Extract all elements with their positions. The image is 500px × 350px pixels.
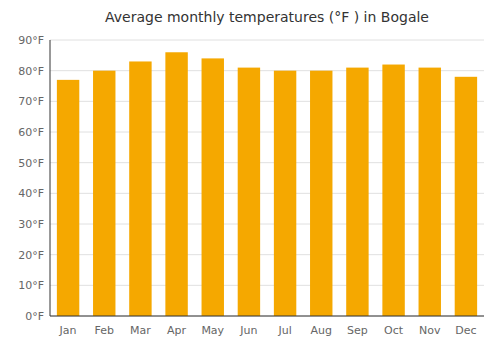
x-tick-label: Dec — [455, 324, 476, 337]
y-tick-label: 20°F — [18, 249, 44, 262]
grid-line — [50, 316, 484, 317]
bar — [129, 61, 151, 316]
x-tick-label: Jul — [277, 324, 291, 337]
chart-container: Average monthly temperatures (°F ) in Bo… — [0, 0, 500, 350]
x-tick-label: Jan — [59, 324, 77, 337]
title: Average monthly temperatures (°F ) in Bo… — [105, 9, 429, 25]
bar — [382, 65, 404, 316]
chart: Average monthly temperatures (°F ) in Bo… — [0, 0, 500, 350]
bar — [455, 77, 477, 316]
grid-line — [50, 40, 484, 41]
bar — [93, 71, 115, 316]
x-tick-label: Sep — [347, 324, 368, 337]
x-tick-label: Nov — [419, 324, 441, 337]
bar — [346, 68, 368, 316]
y-axis-line — [50, 40, 51, 316]
y-tick-label: 70°F — [18, 95, 44, 108]
bar — [310, 71, 332, 316]
bar — [202, 58, 224, 316]
bar — [274, 71, 296, 316]
y-tick-label: 30°F — [18, 218, 44, 231]
x-axis-line — [50, 316, 484, 317]
x-tick-label: May — [201, 324, 224, 337]
x-tick-label: Mar — [130, 324, 151, 337]
y-tick-label: 90°F — [18, 34, 44, 47]
bar — [238, 68, 260, 316]
bar — [419, 68, 441, 316]
bar — [57, 80, 79, 316]
y-grid — [50, 40, 484, 316]
x-tick-label: Oct — [384, 324, 404, 337]
x-tick-label: Apr — [167, 324, 187, 337]
x-tick-label: Feb — [95, 324, 114, 337]
bars — [57, 52, 477, 316]
bar — [165, 52, 187, 316]
y-tick-label: 50°F — [18, 157, 44, 170]
y-tick-label: 10°F — [18, 279, 44, 292]
y-tick-label: 0°F — [25, 310, 44, 323]
y-tick-label: 80°F — [18, 65, 44, 78]
x-tick-label: Jun — [239, 324, 257, 337]
y-tick-label: 60°F — [18, 126, 44, 139]
y-tick-label: 40°F — [18, 187, 44, 200]
x-tick-label: Aug — [311, 324, 332, 337]
